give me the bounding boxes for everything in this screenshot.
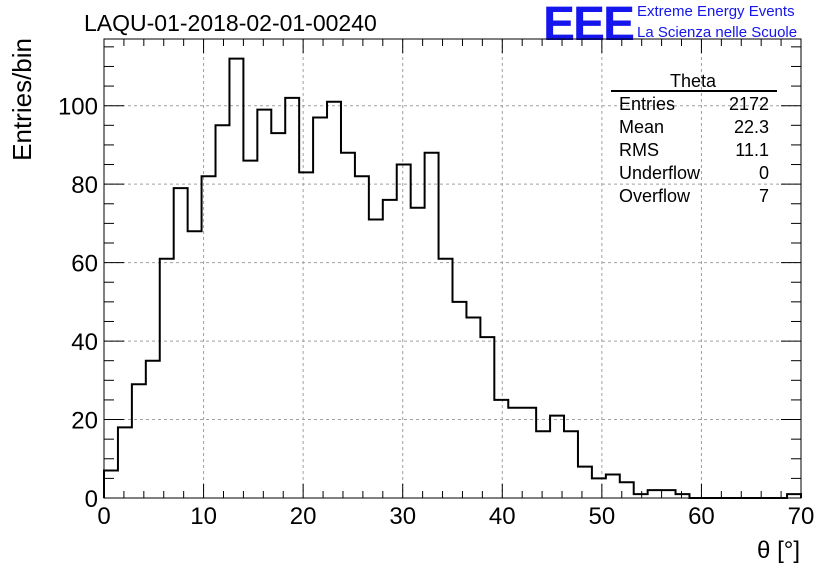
stats-row-label: Mean: [619, 117, 664, 137]
y-tick-label: 40: [71, 329, 98, 356]
histogram-bin: [411, 208, 425, 498]
x-tick-label: 70: [788, 503, 815, 530]
histogram-bin: [341, 153, 355, 498]
y-tick-label: 80: [71, 172, 98, 199]
histogram-bin: [662, 490, 676, 498]
histogram-bin: [243, 161, 257, 498]
histogram-bin: [634, 494, 648, 498]
histogram-bin: [453, 302, 467, 498]
stats-row-label: Underflow: [619, 163, 701, 183]
histogram-bin: [355, 176, 369, 498]
histogram-bin: [299, 172, 313, 498]
stats-row-value: 7: [759, 186, 769, 206]
stats-row-value: 2172: [729, 94, 769, 114]
x-tick-label: 10: [190, 503, 217, 530]
histogram-bin: [787, 494, 801, 498]
stats-row-label: Entries: [619, 94, 675, 114]
eee-logo: EEE: [543, 0, 635, 51]
histogram-bin: [522, 408, 536, 498]
histogram-bin: [104, 471, 118, 498]
histogram-bin: [285, 98, 299, 498]
stats-box: Theta Entries 2172 Mean 22.3 RMS 11.1 Underflo…: [611, 71, 777, 206]
histogram-bin: [564, 431, 578, 498]
histogram-bin: [439, 259, 453, 498]
y-tick-label: 0: [85, 486, 98, 513]
histogram-bin: [606, 474, 620, 498]
x-tick-label: 0: [97, 503, 110, 530]
histogram-bin: [536, 431, 550, 498]
stats-row-label: RMS: [619, 140, 659, 160]
stats-row-value: 22.3: [734, 117, 769, 137]
histogram-bin: [480, 337, 494, 498]
run-title: LAQU-01-2018-02-01-00240: [84, 10, 377, 36]
y-tick-label: 100: [58, 94, 98, 121]
x-axis-label: θ [°]: [757, 537, 800, 564]
histogram-bin: [257, 110, 271, 498]
axis-ticks: [103, 39, 802, 499]
histogram-bin: [592, 478, 606, 498]
histogram-bin: [369, 219, 383, 498]
y-tick-label: 60: [71, 251, 98, 278]
eee-logo-line1: Extreme Energy Events: [637, 3, 795, 20]
x-tick-label: 40: [489, 503, 516, 530]
histogram-bin: [146, 361, 160, 498]
histogram-bin: [648, 490, 662, 498]
plot-frame: [103, 38, 802, 499]
histogram-bin: [188, 231, 202, 498]
histogram-bin: [676, 494, 690, 498]
histogram-bin: [508, 408, 522, 498]
histogram-bin: [313, 117, 327, 498]
histogram-outline: [103, 57, 802, 499]
x-tick-label: 30: [389, 503, 416, 530]
histogram-bin: [466, 318, 480, 498]
y-axis-label: Entries/bin: [7, 38, 37, 161]
histogram-bin: [118, 427, 132, 498]
stats-row-value: 11.1: [735, 140, 769, 160]
histogram-bin: [229, 59, 243, 498]
histogram-bin: [578, 467, 592, 498]
stats-row-label: Overflow: [619, 186, 691, 206]
histogram-bin: [202, 176, 216, 498]
x-tick-label: 20: [290, 503, 317, 530]
x-tick-label: 60: [688, 503, 715, 530]
histogram-bin: [271, 133, 285, 498]
stats-row-value: 0: [759, 163, 769, 183]
x-tick-label: 50: [589, 503, 616, 530]
histogram-bin: [397, 165, 411, 498]
histogram-bin: [216, 125, 230, 498]
histogram-bin: [327, 102, 341, 498]
histogram-bin: [174, 188, 188, 498]
stats-box-rows: Entries 2172 Mean 22.3 RMS 11.1 Underflow 0 Over…: [619, 94, 769, 206]
histogram-bin: [132, 384, 146, 498]
histogram-bin: [550, 416, 564, 498]
eee-logo-line2: La Scienza nelle Scuole: [637, 24, 798, 41]
y-tick-label: 20: [71, 408, 98, 435]
histogram-bins: [104, 59, 801, 498]
histogram-bin: [494, 400, 508, 498]
histogram-bin: [383, 200, 397, 498]
stats-box-title: Theta: [670, 71, 717, 91]
histogram-bin: [425, 153, 439, 498]
histogram-bin: [160, 259, 174, 498]
